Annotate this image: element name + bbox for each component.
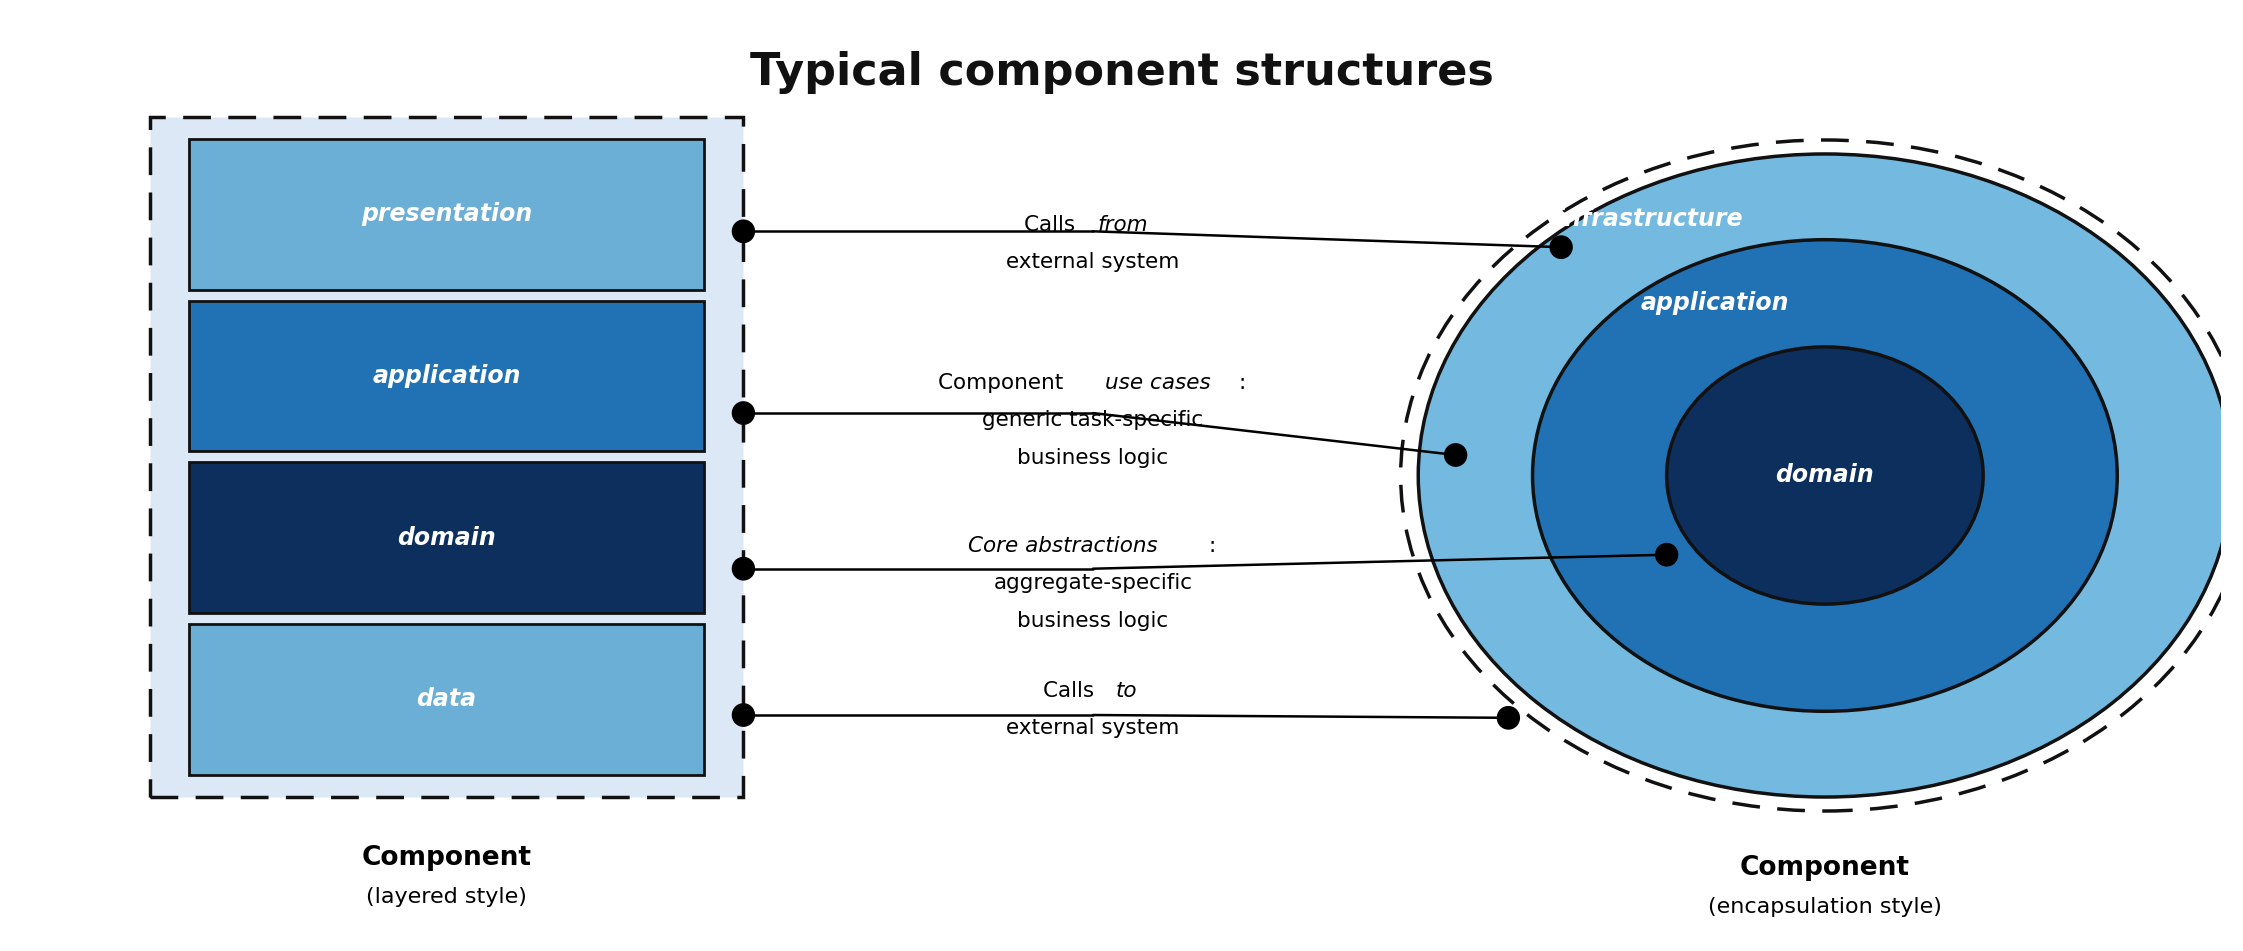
Ellipse shape (1655, 544, 1678, 566)
Ellipse shape (733, 220, 754, 243)
Ellipse shape (1444, 444, 1467, 466)
Ellipse shape (733, 402, 754, 424)
Text: :: : (1238, 373, 1247, 393)
Ellipse shape (1418, 154, 2232, 797)
Text: external system: external system (1007, 718, 1180, 738)
Bar (188, 301, 704, 452)
Bar (188, 139, 704, 289)
Text: (encapsulation style): (encapsulation style) (1707, 897, 1942, 917)
Text: :: : (1209, 536, 1216, 556)
Text: Typical component structures: Typical component structures (749, 51, 1494, 94)
Text: domain: domain (1776, 463, 1875, 488)
Bar (188, 624, 704, 775)
Text: application: application (1640, 291, 1790, 315)
Ellipse shape (733, 557, 754, 580)
Text: Component: Component (1741, 855, 1909, 881)
Text: use cases: use cases (1106, 373, 1211, 393)
Bar (188, 462, 704, 613)
Ellipse shape (1498, 707, 1519, 729)
Ellipse shape (1532, 240, 2117, 711)
Text: data: data (417, 688, 478, 711)
Text: external system: external system (1007, 252, 1180, 272)
Text: Core abstractions: Core abstractions (969, 536, 1157, 556)
Text: domain: domain (397, 526, 496, 550)
Ellipse shape (733, 704, 754, 727)
Text: (layered style): (layered style) (366, 887, 527, 907)
Text: to: to (1117, 681, 1137, 701)
Text: Component: Component (938, 373, 1070, 393)
Text: presentation: presentation (361, 203, 532, 226)
Ellipse shape (1550, 236, 1572, 259)
Text: Component: Component (361, 845, 532, 871)
Text: business logic: business logic (1018, 448, 1169, 468)
Ellipse shape (1667, 347, 1983, 604)
Text: business logic: business logic (1018, 611, 1169, 631)
Text: infrastructure: infrastructure (1557, 207, 1743, 231)
Text: Calls: Calls (1043, 681, 1101, 701)
Bar (150, 117, 742, 797)
Text: generic task-specific: generic task-specific (982, 410, 1204, 430)
Text: application: application (372, 364, 520, 388)
Text: from: from (1097, 215, 1148, 235)
Text: aggregate-specific: aggregate-specific (994, 573, 1193, 593)
Text: Calls: Calls (1025, 215, 1081, 235)
